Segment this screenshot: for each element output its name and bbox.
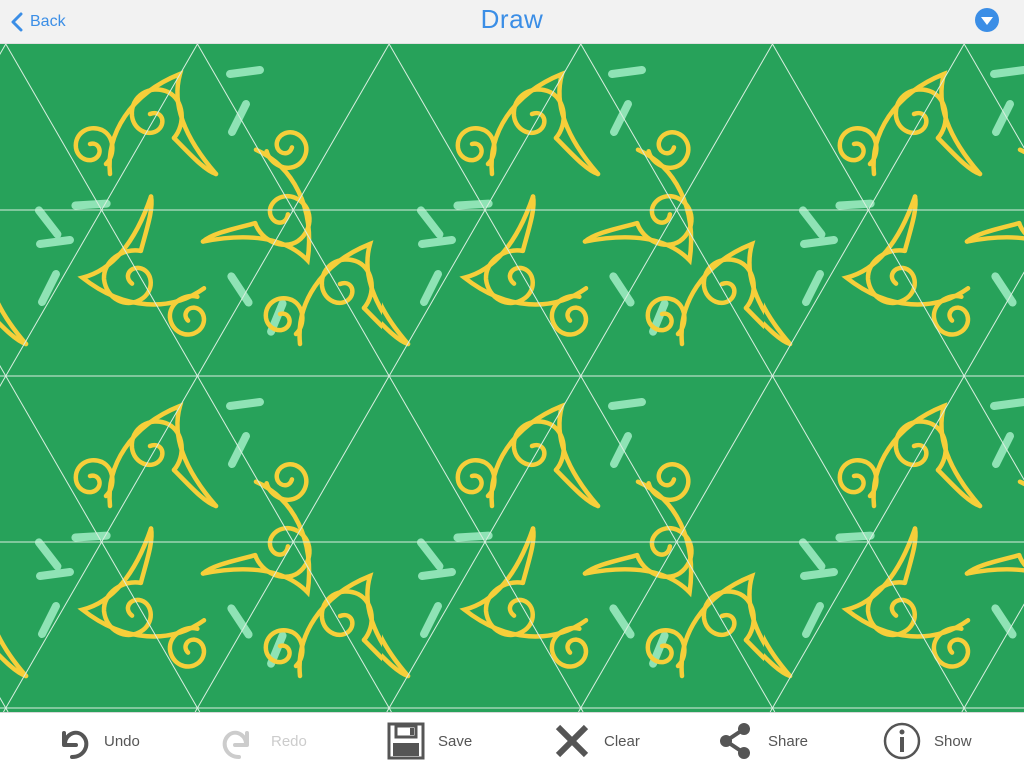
clear-label: Clear [604, 732, 640, 750]
grid-line [386, 44, 773, 712]
drawing-canvas[interactable] [0, 44, 1024, 712]
grid-line [5, 44, 392, 712]
close-icon [555, 724, 589, 758]
grid-line [197, 44, 584, 712]
back-label: Back [30, 13, 66, 30]
show-button[interactable]: Show [882, 719, 972, 763]
grid-line [388, 44, 776, 712]
redo-button[interactable]: Redo [219, 719, 307, 763]
share-icon [720, 723, 750, 759]
bottom-toolbar: Undo Redo Save Clear [0, 712, 1024, 768]
pattern-fill [0, 44, 1024, 712]
redo-icon [222, 730, 249, 759]
navigation-bar: Back Draw [0, 0, 1024, 44]
kaleidoscope-pattern[interactable] [0, 44, 1024, 712]
back-button[interactable]: Back [10, 6, 66, 38]
share-button[interactable]: Share [716, 719, 808, 763]
grid-line [580, 44, 967, 712]
chevron-left-icon [11, 12, 23, 32]
grid-line [772, 44, 1024, 481]
info-icon [883, 722, 921, 760]
undo-button[interactable]: Undo [52, 719, 140, 763]
save-button[interactable]: Save [386, 719, 472, 763]
grid-line [3, 44, 390, 712]
grid-line [578, 44, 965, 712]
grid-line [194, 44, 582, 712]
clear-button[interactable]: Clear [552, 719, 640, 763]
triangle-down-circle-icon [975, 8, 999, 32]
undo-label: Undo [104, 732, 140, 750]
grid-line [0, 365, 201, 712]
show-label: Show [934, 732, 972, 750]
redo-label: Redo [271, 732, 307, 750]
page-title: Draw [480, 4, 544, 34]
dropdown-menu-button[interactable] [974, 7, 1000, 33]
grid-line [769, 271, 1024, 712]
grid-line [0, 44, 198, 387]
save-label: Save [438, 732, 473, 750]
floppy-disk-icon [387, 722, 425, 760]
share-label: Share [768, 732, 809, 750]
undo-icon [62, 730, 89, 759]
hex-grid-lines [0, 44, 1024, 712]
